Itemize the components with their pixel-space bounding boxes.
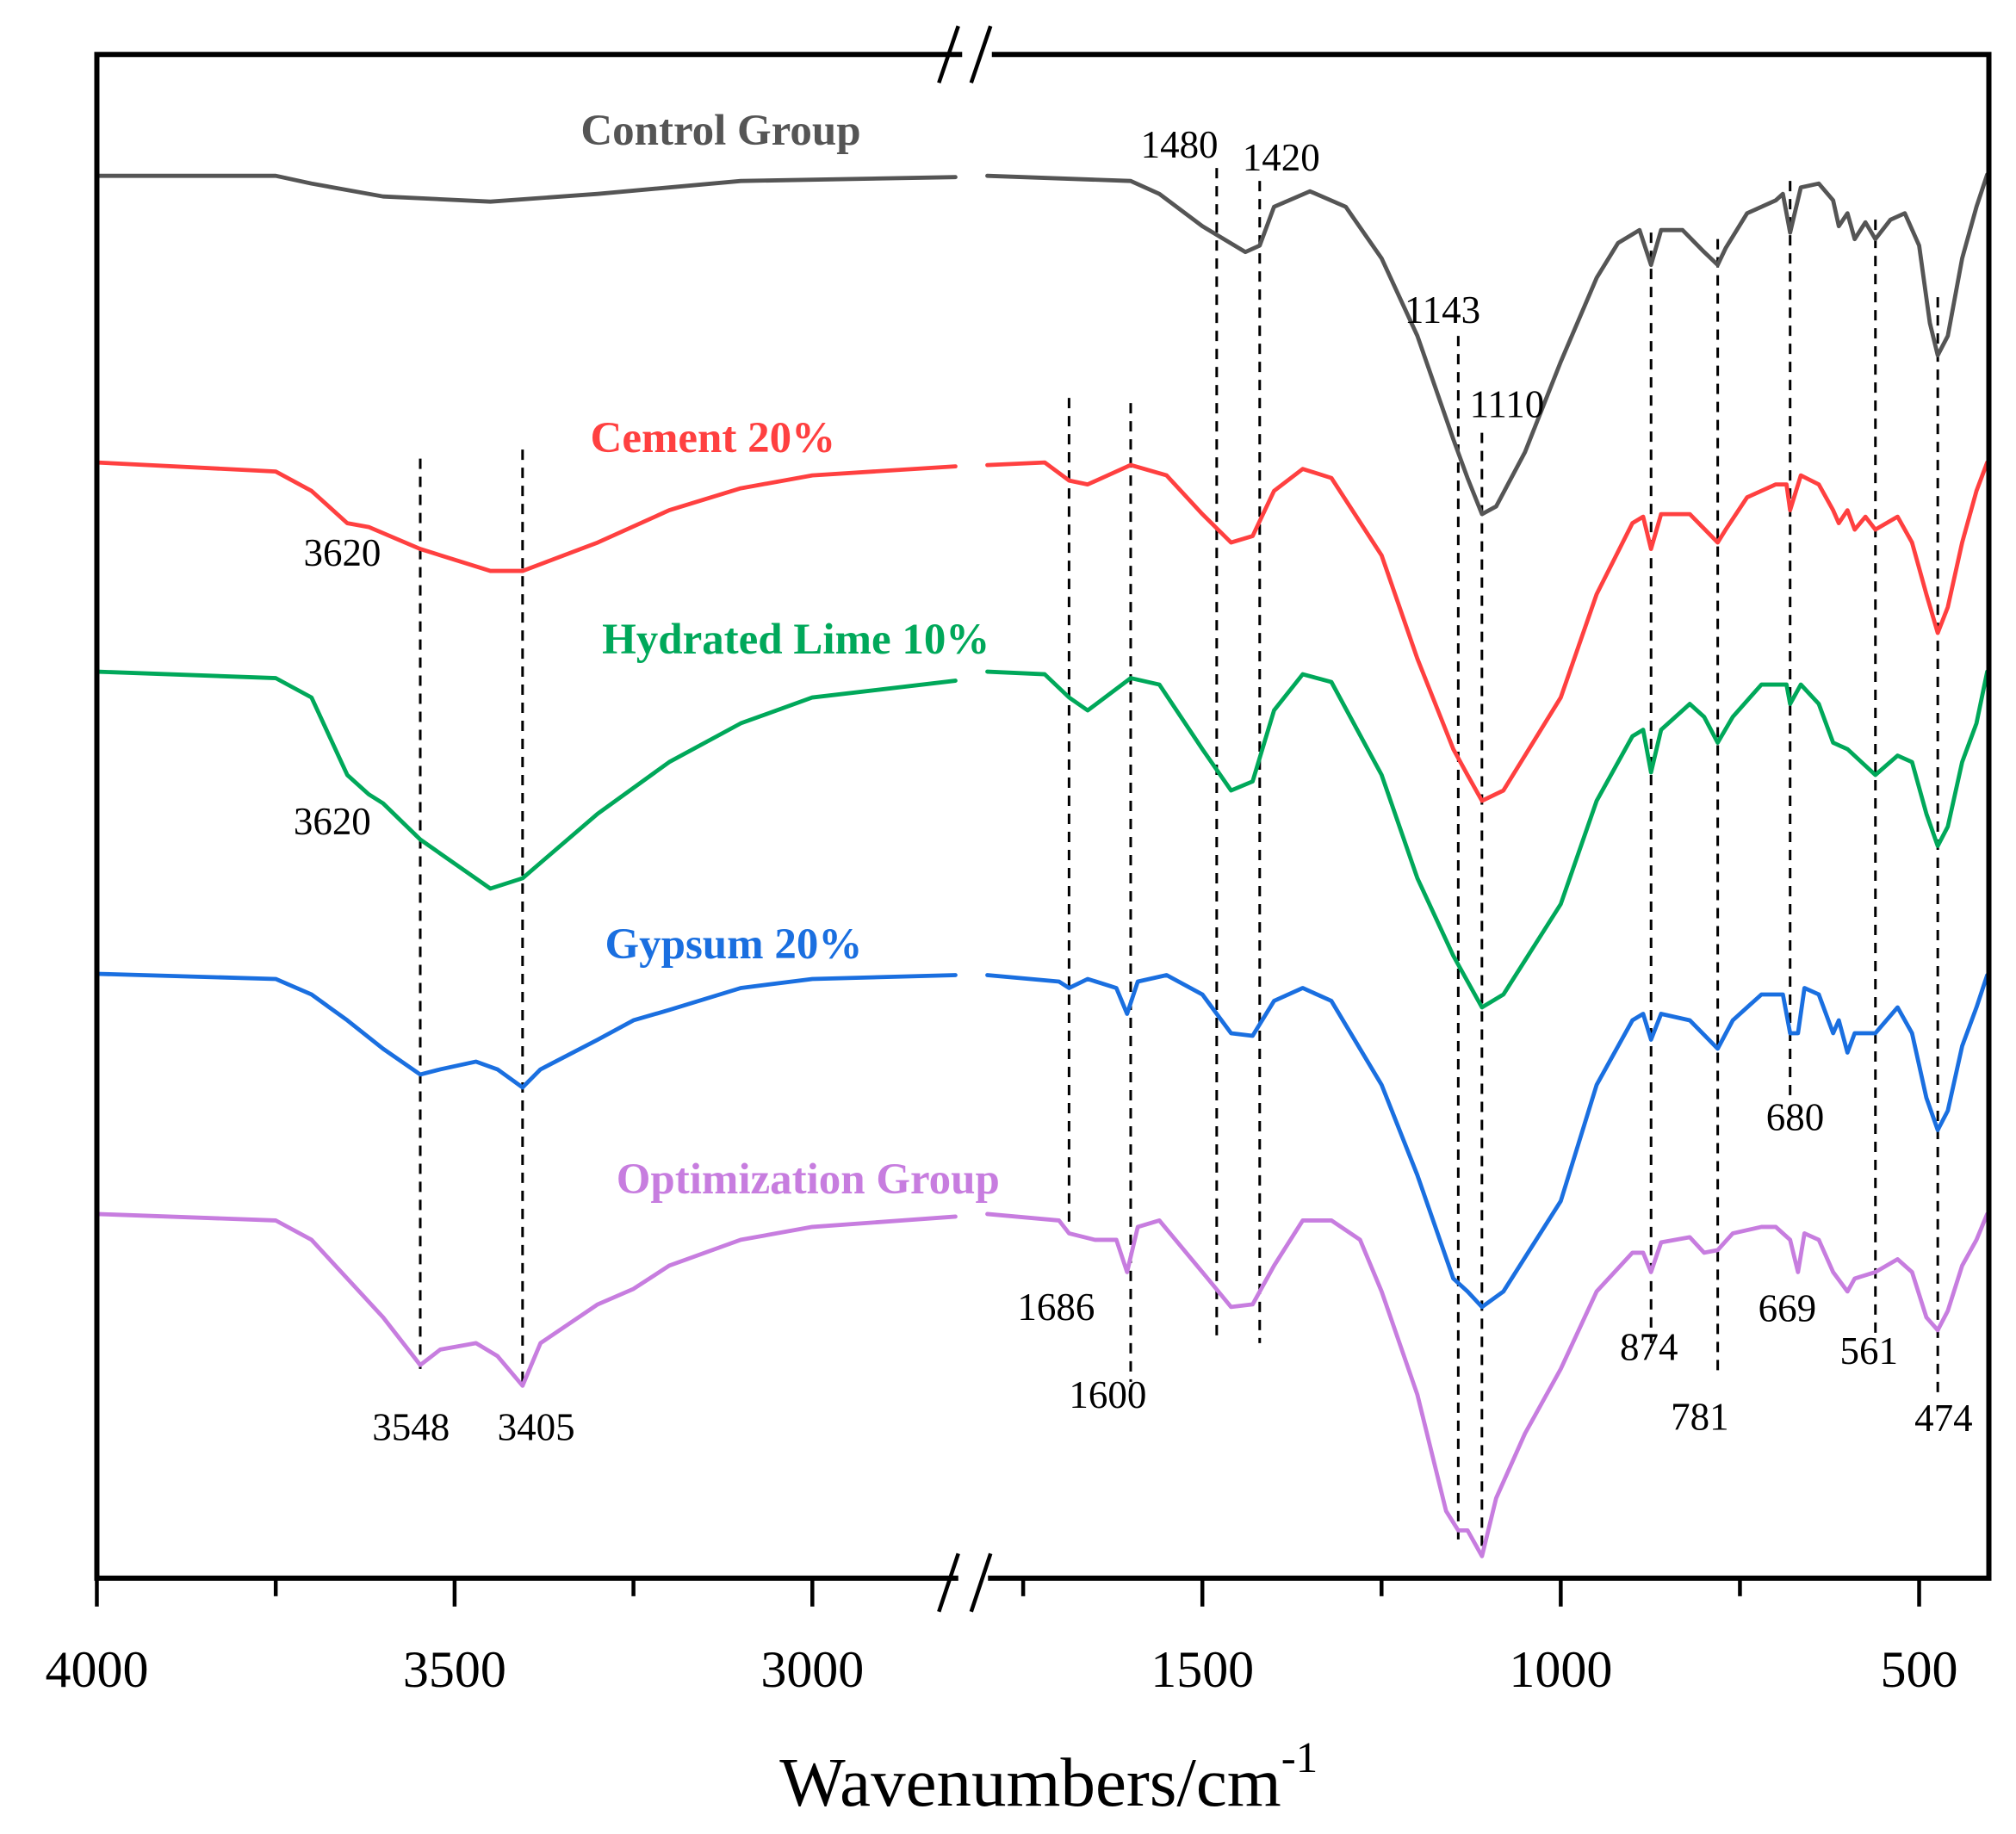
axis-break-mark [937,1552,960,1613]
series-group: Control Group Cement 20% Hydrated Lime 10%… [95,107,1989,1558]
x-tick-label: 1500 [1151,1641,1254,1698]
plot-frame [94,25,1992,1613]
axis-frame-right-part [988,52,1992,1581]
series-label: Optimization Group [617,1156,1000,1204]
series-line-hydrated-lime-10- [95,669,1989,1010]
reference-lines [419,168,1939,1557]
peak-label: 3405 [498,1405,575,1448]
series-label: Gypsum 20% [605,920,863,969]
series-line-gypsum-20- [95,971,1989,1310]
axis-break-mark [969,1552,993,1613]
series-line-cement-20- [95,460,1989,803]
peak-label: 474 [1914,1397,1972,1440]
x-tick-label: 1000 [1509,1641,1612,1698]
peak-label: 1420 [1243,136,1320,179]
series-label: Hydrated Lime 10% [602,616,989,664]
peak-label: 561 [1840,1329,1898,1372]
axis-break-mark [937,25,960,84]
x-tick-label: 3000 [760,1641,864,1698]
x-tick-label: 4000 [46,1641,149,1698]
peak-label: 1143 [1405,288,1480,331]
peak-label: 3620 [294,800,371,843]
peak-label: 1686 [1017,1286,1095,1329]
series-label: Control Group [580,107,860,155]
series-line-optimization-group [95,1211,1989,1558]
peak-label: 1480 [1141,123,1219,166]
x-tick-label: 3500 [403,1641,506,1698]
x-axis-ticks: 4000 3500 3000 1500 1000 500 [46,1577,1958,1698]
series-label: Cement 20% [591,414,836,462]
axis-frame-left-part [94,52,963,1581]
peak-label: 680 [1766,1095,1824,1138]
annotations: 1480 1420 1143 1110 3620 3620 1686 1600 3548 3405… [294,123,1973,1448]
peak-label: 3548 [372,1405,450,1448]
peak-label: 3620 [303,531,381,574]
peak-label: 669 [1759,1286,1816,1329]
peak-label: 1110 [1470,383,1545,426]
x-tick-label: 500 [1881,1641,1958,1698]
series-line-control-group [95,172,1989,517]
x-axis-title: Wavenumbers/cm-1 [779,1734,1318,1821]
axis-break-mark [969,25,993,84]
peak-label: 1600 [1069,1373,1146,1416]
peak-label: 874 [1620,1325,1678,1368]
peak-label: 781 [1671,1395,1728,1438]
